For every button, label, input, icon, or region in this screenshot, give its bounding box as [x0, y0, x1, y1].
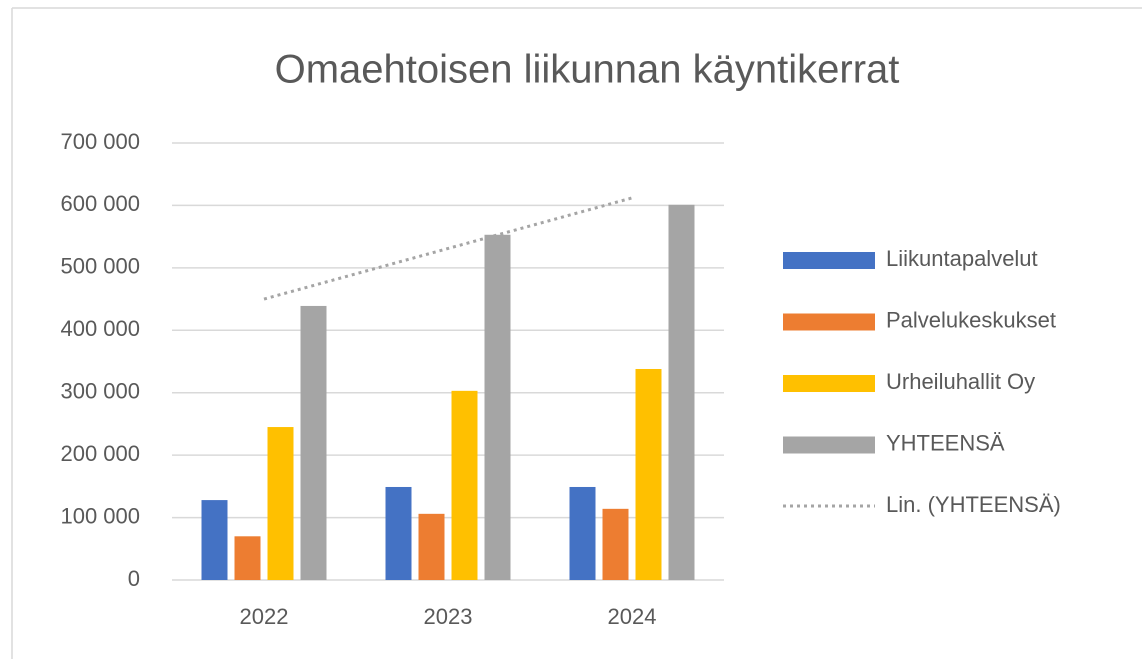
y-tick-label: 200 000 [60, 441, 140, 466]
trendline [263, 196, 633, 301]
legend-swatch [783, 375, 875, 392]
y-tick-label: 700 000 [60, 129, 140, 154]
legend-label: Palvelukeskukset [886, 307, 1056, 332]
y-tick-label: 100 000 [60, 503, 140, 528]
bar [602, 508, 629, 580]
y-tick-label: 0 [128, 566, 140, 591]
bar [668, 204, 695, 580]
x-tick-label: 2022 [240, 604, 289, 629]
bar [300, 305, 327, 580]
legend-label: YHTEENSÄ [886, 430, 1005, 455]
legend-swatch [783, 436, 875, 454]
y-tick-label: 500 000 [60, 254, 140, 279]
legend-swatch [783, 252, 875, 269]
bar [484, 234, 511, 580]
legend-label: Liikuntapalvelut [886, 246, 1038, 271]
y-tick-label: 600 000 [60, 191, 140, 216]
bar [267, 427, 294, 580]
bar [635, 368, 662, 580]
bar [385, 486, 412, 580]
y-tick-label: 300 000 [60, 379, 140, 404]
legend-swatch [783, 313, 875, 331]
chart-title: Omaehtoisen liikunnan käyntikerrat [275, 48, 900, 92]
bar [234, 536, 261, 580]
legend-label: Lin. (YHTEENSÄ) [886, 492, 1061, 517]
x-tick-label: 2023 [424, 604, 473, 629]
bar [201, 500, 228, 580]
bar [451, 390, 478, 580]
x-tick-label: 2024 [608, 604, 657, 629]
legend-label: Urheiluhallit Oy [886, 369, 1035, 394]
bar [569, 486, 596, 580]
bar [418, 513, 445, 580]
y-tick-label: 400 000 [60, 316, 140, 341]
